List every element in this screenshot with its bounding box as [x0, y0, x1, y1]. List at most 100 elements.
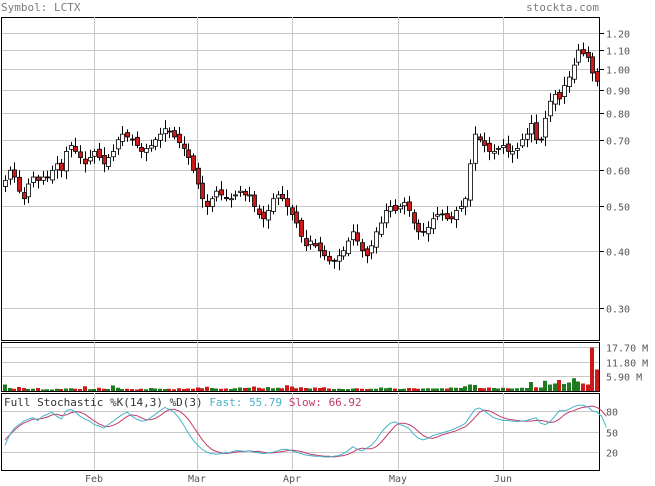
volume-bar	[327, 388, 331, 391]
candle-body	[8, 169, 13, 180]
volume-bar	[238, 387, 242, 391]
candle-body	[478, 136, 483, 141]
candle-body	[379, 222, 384, 235]
candle-body	[313, 243, 318, 247]
stochastic-level-label: 20	[606, 449, 618, 460]
volume-bar	[501, 387, 505, 391]
volume-bar	[459, 388, 463, 391]
candle-body	[22, 192, 27, 200]
volume-bar	[50, 389, 54, 391]
candle-body	[327, 255, 332, 262]
stochastic-slow-label: Slow:	[288, 396, 322, 409]
volume-bar	[496, 388, 500, 391]
volume-bar	[294, 388, 298, 391]
candle-body	[285, 198, 290, 207]
candle-body	[562, 85, 567, 97]
candle-body	[41, 176, 46, 181]
volume-bar	[276, 387, 280, 391]
candle-body	[88, 157, 93, 162]
candle-body	[543, 117, 548, 138]
candle-body	[106, 157, 111, 167]
candle-body	[440, 213, 445, 216]
volume-bar	[116, 387, 120, 391]
volume-bar	[214, 388, 218, 391]
volume-bar	[562, 384, 566, 391]
x-tick-label: Jun	[494, 474, 512, 485]
candle-body	[97, 148, 102, 158]
price-tick-label: 1.10	[606, 47, 630, 58]
price-panel-frame	[1, 17, 600, 341]
candle-body	[506, 143, 511, 152]
volume-bar	[407, 388, 411, 391]
candle-body	[337, 255, 342, 262]
candle-body	[257, 208, 262, 215]
stochastic-slow-value: 66.92	[328, 396, 362, 409]
candle-body	[501, 145, 506, 148]
volume-bar	[510, 388, 514, 391]
candle-body	[318, 242, 323, 252]
x-tick-label: Mar	[188, 474, 206, 485]
volume-bar	[285, 385, 289, 391]
candle-body	[45, 176, 50, 179]
candle-body	[360, 242, 365, 252]
volume-bar	[83, 386, 87, 391]
candle-body	[572, 64, 577, 80]
volume-bar	[576, 381, 580, 391]
candle-body	[374, 231, 379, 248]
candle-body	[407, 201, 412, 211]
stochastic-level-label: 50	[606, 429, 618, 440]
volume-bar	[445, 388, 449, 391]
volume-bar	[539, 387, 543, 391]
candle-body	[139, 147, 144, 152]
volume-bar	[163, 389, 167, 391]
volume-bar	[543, 380, 547, 391]
volume-bar	[210, 388, 214, 391]
candle-body	[102, 155, 107, 165]
volume-bar	[233, 388, 237, 391]
volume-tick-label: 5.90 M	[606, 373, 642, 384]
volume-bar	[431, 388, 435, 391]
candle-body	[3, 180, 8, 187]
volume-bar	[463, 386, 467, 391]
x-tick-label: Apr	[283, 474, 301, 485]
volume-bar	[139, 388, 143, 391]
candle-body	[567, 76, 572, 88]
candle-body	[322, 250, 327, 257]
candle-body	[116, 139, 121, 150]
candle-body	[365, 248, 370, 257]
stochastic-slow-line	[4, 405, 607, 458]
volume-bar	[191, 388, 195, 391]
candle-body	[172, 130, 177, 138]
volume-bar	[144, 389, 148, 391]
candle-body	[92, 151, 97, 157]
candle-body	[445, 213, 450, 220]
candle-body	[416, 222, 421, 233]
volume-bar	[111, 385, 115, 391]
candle-body	[167, 130, 172, 133]
stochastic-fast-line	[4, 404, 607, 458]
volume-bar	[22, 388, 26, 391]
volume-bar	[435, 388, 439, 391]
volume-bar	[304, 388, 308, 391]
volume-bar	[492, 388, 496, 391]
candle-body	[280, 193, 285, 200]
volume-bar	[332, 389, 336, 391]
candle-body	[529, 123, 534, 135]
candle-body	[271, 198, 276, 212]
volume-bar	[196, 387, 200, 391]
volume-bar	[534, 387, 538, 391]
symbol-label: Symbol: LCTX	[1, 1, 81, 14]
volume-bar	[3, 384, 7, 391]
volume-bar	[125, 388, 129, 391]
stochastic-fast-label: Fast:	[209, 396, 243, 409]
site-label[interactable]: stockta.com	[526, 1, 599, 14]
candle-body	[412, 212, 417, 224]
volume-bar	[388, 387, 392, 391]
candle-body	[26, 183, 31, 198]
candle-body	[55, 163, 60, 171]
volume-bar	[421, 388, 425, 391]
candle-body	[463, 198, 468, 208]
candle-body	[163, 128, 168, 135]
